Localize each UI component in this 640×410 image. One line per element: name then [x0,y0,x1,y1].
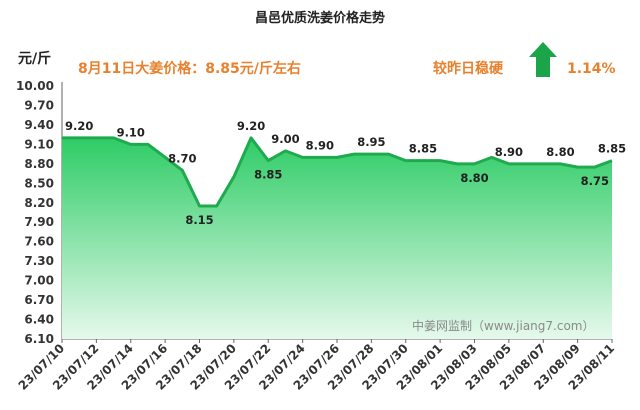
data-label: 8.80 [460,171,488,185]
y-axis: 10.00 9.70 9.40 9.10 8.80 8.50 8.20 7.90 7.60 7.3… [16,79,63,346]
data-label: 9.20 [65,119,93,133]
y-tick-label: 6.70 [24,293,54,307]
data-label: 8.90 [495,145,523,159]
plot-area [62,136,613,339]
data-labels: 9.20 9.10 8.70 8.15 9.20 8.85 9.00 8.90 8.95 8.85… [65,119,626,227]
y-tick-label: 10.00 [16,79,54,93]
data-label: 8.85 [598,142,626,156]
data-label: 8.90 [306,138,334,152]
data-label: 8.85 [409,142,437,156]
price-area [62,137,612,339]
y-tick-label: 8.20 [24,196,54,210]
y-tick-label: 7.60 [24,235,54,249]
data-label: 9.00 [271,132,299,146]
y-tick-label: 9.40 [24,118,54,132]
change-label: 较昨日稳硬 [433,60,504,77]
data-label: 9.20 [237,119,265,133]
data-label: 9.10 [117,125,145,139]
data-label: 8.80 [546,145,574,159]
y-tick-label: 8.50 [24,176,54,190]
up-arrow-icon [529,42,557,77]
y-tick-label: 8.80 [24,157,54,171]
data-label: 8.75 [581,174,609,188]
y-tick-label: 9.70 [24,98,54,112]
data-label: 8.85 [254,168,282,182]
y-tick-label: 7.30 [24,254,54,268]
y-tick-label: 7.00 [24,274,54,288]
y-tick-label: 7.90 [24,215,54,229]
data-label: 8.95 [357,135,385,149]
price-line [62,136,613,208]
chart-title: 昌邑优质洗姜价格走势 [255,10,385,26]
change-percent: 1.14% [567,61,616,77]
y-tick-label: 6.10 [24,332,54,346]
y-tick-label: 9.10 [24,137,54,151]
data-label: 8.15 [185,213,213,227]
watermark: 中姜网监制（www.jiang7.com） [412,318,594,333]
data-label: 8.70 [168,151,196,165]
price-summary: 8月11日大姜价格：8.85元/斤左右 [78,60,301,77]
y-unit-label: 元/斤 [18,50,51,67]
y-tick-label: 6.40 [24,313,54,327]
x-axis: 23/07/1023/07/1223/07/1423/07/1623/07/18… [16,338,617,393]
